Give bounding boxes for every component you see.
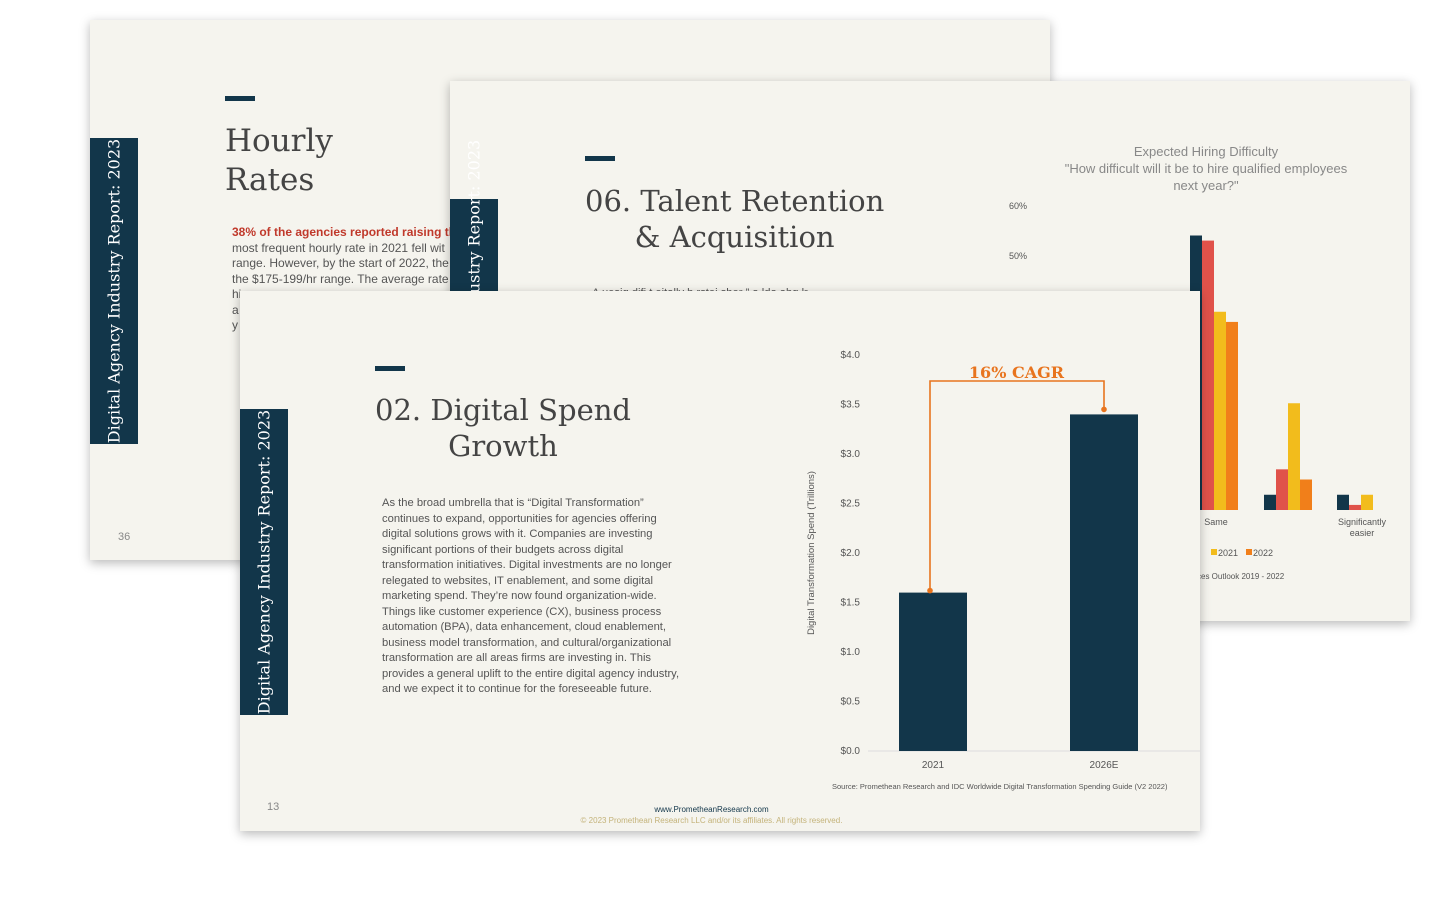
body-line: significant portions of their budgets ac… xyxy=(382,543,624,556)
bar-group xyxy=(1190,235,1373,511)
digital-spend-chart: $0.0 $0.5 $1.0 $1.5 $2.0 $2.5 $3.0 $3.5 $4.0 Dig… xyxy=(806,350,1200,791)
title-line: & Acquisition xyxy=(634,220,835,255)
bar-2020 xyxy=(1202,240,1214,511)
legend-swatch xyxy=(1246,549,1252,555)
footer: www.PrometheanResearch.com © 2023 Promet… xyxy=(240,804,1183,826)
y-tick-label: $1.0 xyxy=(841,647,861,658)
report-sidebar: Digital Agency Industry Report: 2023 xyxy=(240,409,288,715)
report-sidebar: Digital Agency Industry Report: 2023 xyxy=(90,138,138,444)
slide-title: Hourly Rates xyxy=(225,122,333,200)
bar-group xyxy=(899,414,1138,751)
title-line: Hourly xyxy=(225,123,333,159)
bar-2022 xyxy=(1226,321,1238,510)
body-line: business model transformation, and cultu… xyxy=(382,636,672,649)
y-tick-label: $3.5 xyxy=(841,400,861,411)
body-line: most frequent hourly rate in 2021 fell w… xyxy=(232,240,445,255)
page-number: 13 xyxy=(267,801,280,813)
bar-2020 xyxy=(1349,504,1361,510)
body-lines: most frequent hourly rate in 2021 fell w… xyxy=(232,241,532,334)
cagr-annotation: 16% CAGR xyxy=(969,363,1065,382)
bar-2019 xyxy=(1337,494,1349,510)
bar-2021 xyxy=(1361,494,1373,510)
y-tick-label: $2.0 xyxy=(841,548,861,559)
body-text: As the broad umbrella that is “Digital T… xyxy=(382,496,722,698)
y-tick-label: 50% xyxy=(1009,251,1027,261)
bar-2022 xyxy=(1300,479,1312,510)
bar-2021 xyxy=(1214,311,1226,510)
title-line: Growth xyxy=(448,429,558,464)
body-line: Things like customer experience (CX), bu… xyxy=(382,605,662,618)
title-line: 06. Talent Retention xyxy=(585,184,885,218)
report-sidebar-label: Digital Agency Industry Report: 2023 xyxy=(104,138,124,444)
report-sidebar-label: Digital Agency Industry Report: 2023 xyxy=(254,409,274,715)
chart-source: ces Outlook 2019 - 2022 xyxy=(1197,572,1285,581)
title-accent xyxy=(585,156,615,161)
title-accent xyxy=(225,96,255,101)
chart-subtitle-line: next year?" xyxy=(1173,178,1239,193)
slide-title: 02. Digital Spend Growth xyxy=(375,392,631,465)
body-line: transformation are all areas firms are i… xyxy=(382,652,652,664)
legend-swatch xyxy=(1211,549,1217,555)
y-tick-label: $0.5 xyxy=(841,697,861,708)
y-axis-ticks: $0.0 $0.5 $1.0 $1.5 $2.0 $2.5 $3.0 $3.5 $4.0 xyxy=(841,350,861,757)
cagr-dot xyxy=(927,587,933,594)
cagr-dot xyxy=(1101,406,1107,413)
chart-source: Source: Promethean Research and IDC Worl… xyxy=(832,782,1168,791)
slide-title: 06. Talent Retention & Acquisition xyxy=(585,183,884,256)
y-tick-label: $2.5 xyxy=(841,499,861,510)
bar-2021 xyxy=(1288,403,1300,510)
body-line: As the broad umbrella that is “Digital T… xyxy=(382,497,644,509)
title-line: Rates xyxy=(225,161,315,198)
body-line: marketing spend. They’re now found organ… xyxy=(382,590,657,602)
cagr-connector xyxy=(929,380,1105,591)
category-label: Significantly xyxy=(1338,517,1387,527)
body-line: and we expect it to continue for the for… xyxy=(382,683,652,695)
bar-2020 xyxy=(1276,469,1288,510)
title-line: 02. Digital Spend xyxy=(375,393,631,427)
page-number: 36 xyxy=(118,531,131,543)
title-accent xyxy=(375,366,405,371)
category-labels: 2021 2026E xyxy=(922,760,1119,771)
body-line: y xyxy=(232,318,238,332)
chart-subtitle-line: "How difficult will it be to hire qualif… xyxy=(1065,161,1348,176)
highlight-line: 38% of the agencies reported raising the… xyxy=(232,225,471,239)
category-label: easier xyxy=(1350,528,1375,538)
body-line: automation (BPA), data enhancement, clou… xyxy=(382,621,667,633)
body-line: relegated to websites, IT enablement, an… xyxy=(382,574,653,587)
category-label: 2021 xyxy=(922,760,945,771)
legend: 0 2021 2022 xyxy=(1190,548,1273,558)
y-axis-label: Digital Transformation Spend (Trillions) xyxy=(806,471,817,635)
chart-title: Expected Hiring Difficulty xyxy=(1134,144,1279,159)
body-line: transformation initiatives. Digital inve… xyxy=(382,559,672,571)
y-tick-label: $3.0 xyxy=(841,449,861,460)
slide-digital-spend: Digital Agency Industry Report: 2023 02.… xyxy=(240,291,1200,831)
y-tick-label: $4.0 xyxy=(841,350,861,361)
bar xyxy=(899,592,967,751)
y-tick-label: $0.0 xyxy=(841,746,861,757)
body-line: a xyxy=(232,302,239,317)
bar-2019 xyxy=(1264,494,1276,510)
bar xyxy=(1070,414,1138,751)
body-line: hi xyxy=(232,287,242,301)
footer-url[interactable]: www.PrometheanResearch.com xyxy=(654,805,769,814)
y-tick-label: $1.5 xyxy=(841,598,861,609)
legend-label: 2022 xyxy=(1253,548,1273,558)
body-line: provides a general uplift to the entire … xyxy=(382,667,680,680)
category-label: Same xyxy=(1204,517,1228,527)
body-line: continues to expand, opportunities for a… xyxy=(382,512,657,525)
body-text: 38% of the agencies reported raising the… xyxy=(232,225,532,334)
category-label: 2026E xyxy=(1090,760,1119,771)
footer-copyright: © 2023 Promethean Research LLC and/or it… xyxy=(580,816,843,825)
body-line: the $175-199/hr range. The average rate xyxy=(232,271,449,286)
y-tick-label: 60% xyxy=(1009,201,1027,211)
body-line: digital solutions grows with it. Compani… xyxy=(382,528,653,540)
legend-label: 2021 xyxy=(1218,548,1238,558)
body-line: range. However, by the start of 2022, th… xyxy=(232,256,449,270)
